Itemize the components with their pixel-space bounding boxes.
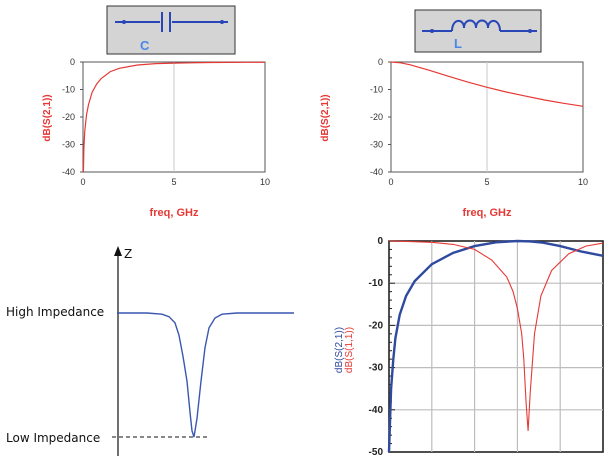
x-tick-label: 5 (484, 177, 489, 187)
s11-axis-label: dB(S(1,1)) (344, 327, 355, 373)
filter-panel: dB(S(2,1)) dB(S(1,1)) 0 -10 -20 -30 -40 -50 (300, 228, 605, 458)
y-tick-label: -40 (369, 405, 384, 416)
low-impedance-label: Low Impedance (6, 431, 100, 445)
y-tick-label: 0 (377, 236, 383, 247)
x-tick-label: 0 (388, 177, 393, 187)
x-tick-label: 5 (171, 177, 176, 187)
s21-line (390, 61, 584, 107)
capacitor-panel: C dB(S(2,1)) freq, GHz 0 5 10 0 -10 -20 -30 -40 (0, 0, 290, 225)
s11-line (388, 240, 604, 431)
filter-chart: dB(S(2,1)) dB(S(1,1)) 0 -10 -20 -30 -40 -50 (334, 236, 604, 458)
capacitor-inset-label: C (140, 38, 150, 53)
x-tick-label: 0 (80, 177, 85, 187)
inductor-panel: L dB(S(2,1)) freq, GHz 0 5 10 0 -10 -20 -30 -40 (300, 0, 605, 225)
x-axis-label: freq, GHz (463, 207, 512, 219)
inductor-inset-label: L (454, 36, 462, 51)
y-axis-label: dB(S(2,1)) (42, 94, 53, 141)
s21-axis-label: dB(S(2,1)) (334, 327, 345, 373)
capacitor-inset: C (106, 5, 236, 55)
x-tick-label: 10 (578, 177, 588, 187)
y-tick-label: -20 (370, 112, 383, 122)
impedance-curve (117, 312, 294, 438)
y-tick-label: -40 (370, 167, 383, 177)
y-tick-label: -40 (62, 167, 75, 177)
y-tick-label: -30 (370, 140, 383, 150)
s21-line (82, 61, 265, 173)
y-tick-label: -50 (369, 447, 384, 458)
y-tick-label: -10 (62, 85, 75, 95)
s21-line (387, 239, 604, 453)
z-axis-arrow (114, 246, 122, 256)
y-tick-label: -20 (62, 112, 75, 122)
y-axis-label: dB(S(2,1)) (320, 94, 331, 141)
plot-frame (388, 240, 604, 453)
y-tick-label: -10 (369, 278, 384, 289)
z-axis-label: Z (124, 247, 132, 261)
y-tick-label: -20 (369, 320, 384, 331)
y-tick-label: -10 (370, 85, 383, 95)
impedance-panel: Z High Impedance Low Impedance (0, 228, 300, 458)
y-tick-label: 0 (70, 57, 75, 67)
x-axis-label: freq, GHz (150, 207, 199, 219)
x-tick-label: 10 (260, 177, 270, 187)
inductor-inset: L (414, 9, 542, 53)
y-tick-label: -30 (62, 140, 75, 150)
capacitor-chart: C dB(S(2,1)) freq, GHz 0 5 10 0 -10 -20 -30 -40 (42, 5, 270, 219)
high-impedance-label: High Impedance (6, 305, 104, 319)
impedance-chart: Z High Impedance Low Impedance (6, 246, 294, 456)
inductor-chart: L dB(S(2,1)) freq, GHz 0 5 10 0 -10 -20 -30 -40 (320, 9, 588, 219)
y-tick-label: -30 (369, 363, 384, 374)
y-tick-label: 0 (378, 57, 383, 67)
